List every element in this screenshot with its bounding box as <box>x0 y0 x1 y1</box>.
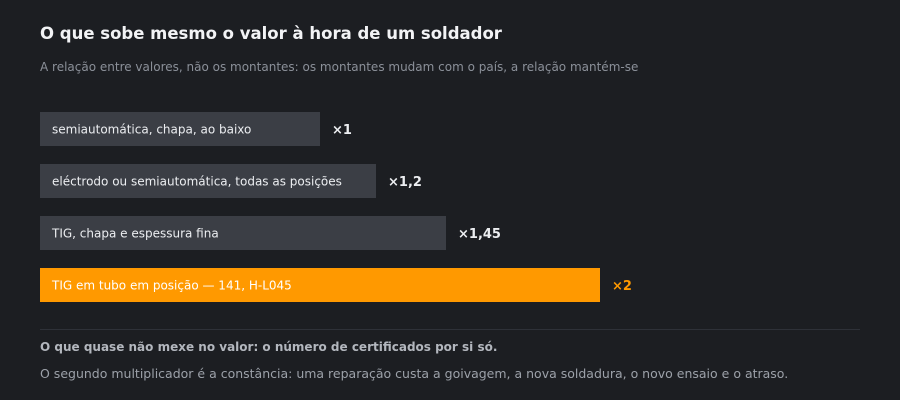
bar-value-label: ×1,2 <box>388 175 422 190</box>
chart-subtitle: A relação entre valores, não os montante… <box>40 60 639 74</box>
bar-category-label: semiautomática, chapa, ao baixo <box>52 123 251 137</box>
bar-category-label: eléctrodo ou semiautomática, todas as po… <box>52 175 342 189</box>
bar-value-label: ×1 <box>332 123 352 138</box>
bar-chart: semiautomática, chapa, ao baixo ×1 eléctro… <box>40 112 632 302</box>
bar-category-label: TIG em tubo em posição — 141, H-L045 <box>51 279 292 293</box>
bar-highlight <box>40 268 600 302</box>
bar-category-label: TIG, chapa e espessura fina <box>51 227 219 241</box>
bar <box>40 164 376 198</box>
chart-title: O que sobe mesmo o valor à hora de um so… <box>40 24 502 43</box>
bar <box>40 216 446 250</box>
divider <box>40 329 860 330</box>
note-body: O segundo multiplicador é a constância: … <box>40 366 789 381</box>
bar-value-label: ×1,45 <box>458 227 501 242</box>
bar <box>40 112 320 146</box>
note-title: O que quase não mexe no valor: o número … <box>40 340 498 354</box>
bar-value-label: ×2 <box>612 279 632 294</box>
